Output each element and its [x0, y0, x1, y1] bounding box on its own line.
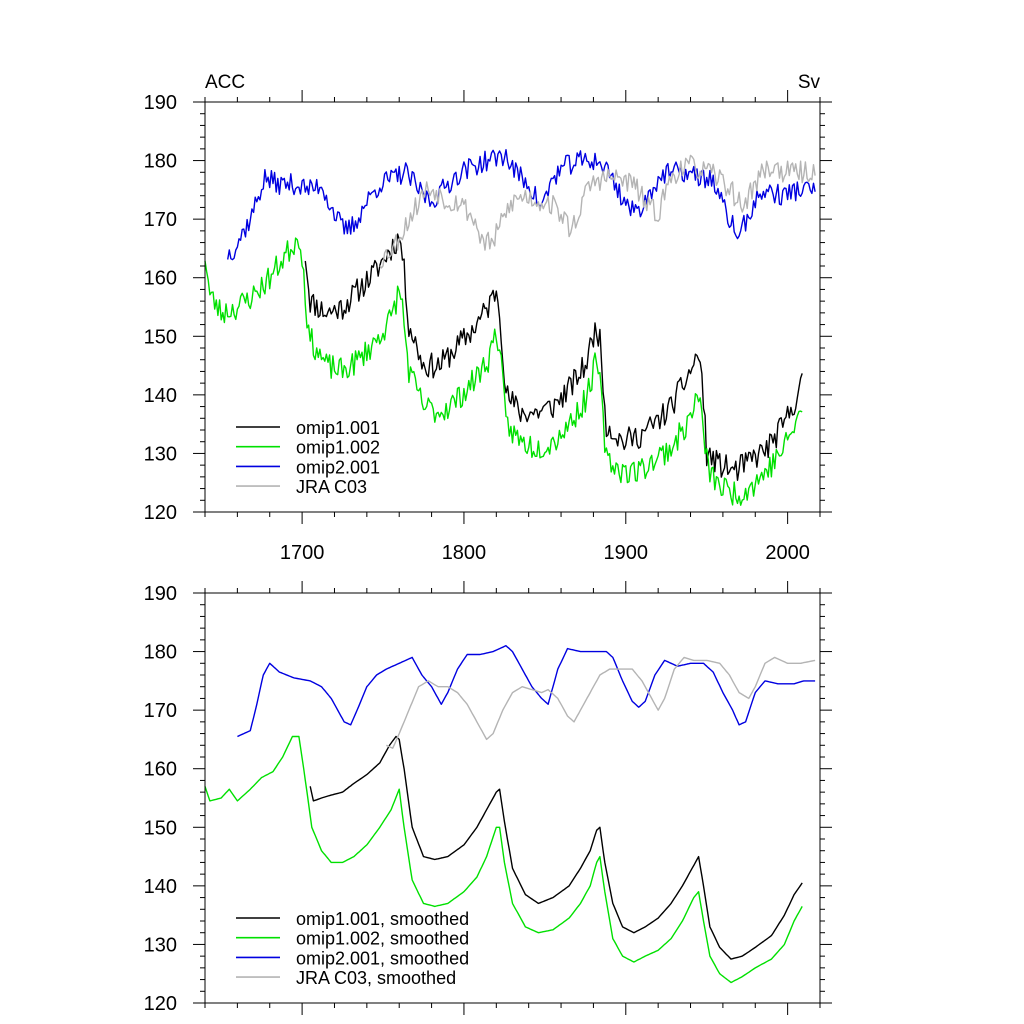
top-panel: ACC Sv 120 130 140 150 160 170 180 190 1700 1800…: [144, 72, 832, 564]
panel0-legend-label-0: omip1.001: [296, 418, 380, 438]
panel0-ytick-label: 130: [144, 443, 177, 465]
panel1-ytick-label: 160: [144, 759, 177, 781]
panel0-ytick-label: 140: [144, 385, 177, 407]
panel1-series-2-line: [237, 645, 816, 738]
bottom-panel-ticks: [193, 581, 832, 1015]
panel0-series-3-line: [379, 154, 816, 269]
panel1-series-0-line: [309, 735, 803, 960]
top-panel-x-axis-labels: 1700 1800 1900 2000: [280, 542, 810, 564]
panel0-ytick-label: 160: [144, 268, 177, 290]
panel1-legend-label-2: omip2.001, smoothed: [296, 948, 469, 968]
panel1-ytick-label: 150: [144, 817, 177, 839]
panel0-legend-label-2: omip2.001: [296, 457, 380, 477]
panel0-ytick-label: 180: [144, 151, 177, 173]
panel0-xtick-label: 2000: [765, 542, 810, 564]
panel1-ytick-label: 170: [144, 700, 177, 722]
panel0-series-2-line: [227, 148, 816, 261]
panel0-legend-label-3: JRA C03: [296, 477, 367, 497]
top-panel-y-axis-labels: 120 130 140 150 160 170 180 190: [144, 92, 177, 524]
top-panel-title-left: ACC: [205, 72, 245, 93]
bottom-panel: 120 130 140 150 160 170 180 190 omip1.001, smoo…: [144, 581, 832, 1015]
panel0-ytick-label: 190: [144, 92, 177, 114]
panel0-ytick-label: 170: [144, 209, 177, 231]
top-panel-frame: [204, 101, 821, 513]
panel0-series-1-line: [204, 237, 803, 506]
panel0-xtick-label: 1700: [280, 542, 325, 564]
panel1-legend-label-3: JRA C03, smoothed: [296, 968, 456, 988]
bottom-panel-series-lines: [204, 645, 816, 984]
panel0-series-0-line: [304, 233, 803, 481]
panel1-ytick-label: 130: [144, 934, 177, 956]
panel0-ytick-label: 150: [144, 326, 177, 348]
panel1-series-3-line: [386, 656, 816, 749]
top-panel-title-right: Sv: [798, 72, 821, 93]
panel1-ytick-label: 180: [144, 642, 177, 664]
bottom-panel-y-axis-labels: 120 130 140 150 160 170 180 190: [144, 583, 177, 1015]
panel1-series-1-line: [204, 735, 803, 984]
panel1-ytick-label: 190: [144, 583, 177, 605]
panel1-legend-label-1: omip1.002, smoothed: [296, 929, 469, 949]
bottom-panel-frame: [204, 592, 821, 1004]
panel1-legend-label-0: omip1.001, smoothed: [296, 909, 469, 929]
panel1-ytick-label: 120: [144, 993, 177, 1015]
top-panel-series-lines: [204, 148, 816, 506]
panel0-xtick-label: 1800: [442, 542, 487, 564]
top-panel-ticks: [193, 90, 832, 524]
panel0-ytick-label: 120: [144, 502, 177, 524]
panel1-ytick-label: 140: [144, 876, 177, 898]
panel0-xtick-label: 1900: [604, 542, 649, 564]
panel0-legend-label-1: omip1.002: [296, 438, 380, 458]
